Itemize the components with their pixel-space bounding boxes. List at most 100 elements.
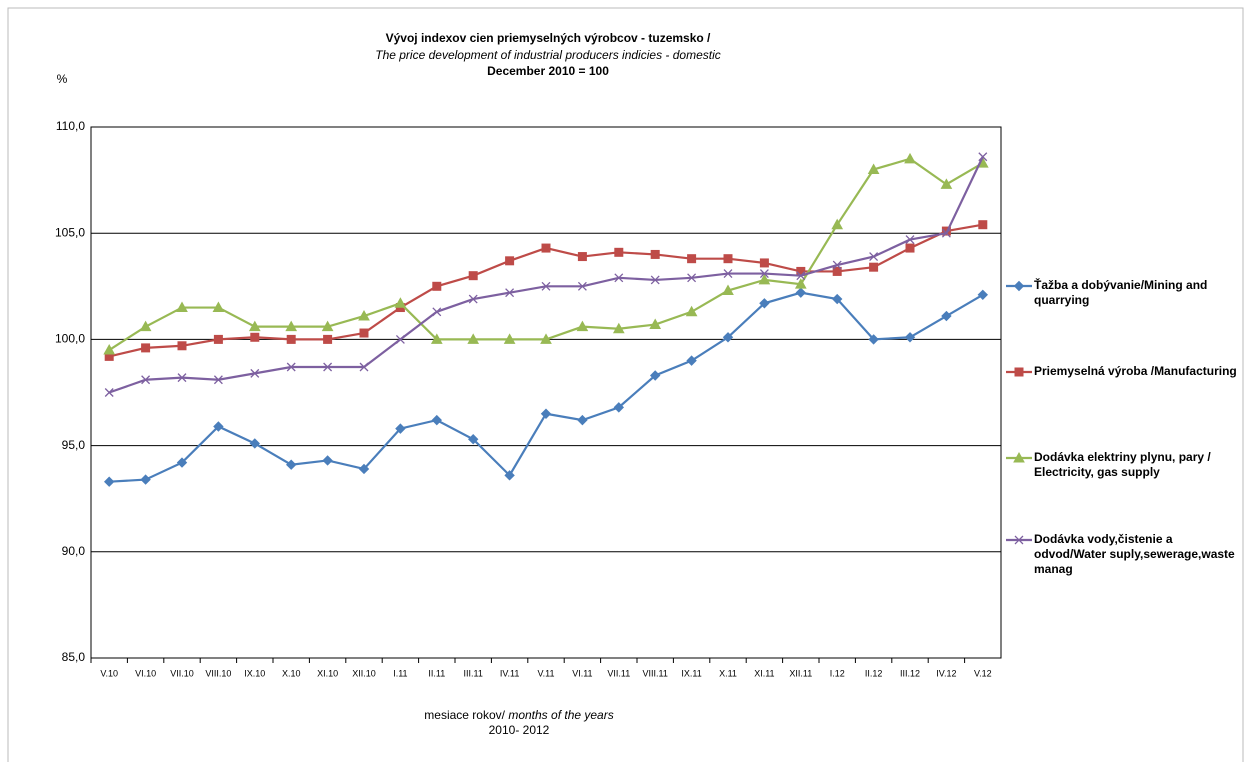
marker — [286, 334, 296, 344]
legend-item — [1006, 367, 1032, 377]
marker — [541, 281, 551, 291]
marker — [869, 262, 879, 272]
marker — [285, 320, 298, 332]
plot-border — [90, 126, 1002, 659]
marker — [177, 373, 187, 383]
marker — [432, 307, 442, 317]
marker — [722, 284, 734, 296]
marker — [650, 249, 660, 259]
marker — [577, 252, 587, 262]
marker — [540, 408, 552, 419]
marker — [941, 228, 951, 238]
marker — [614, 247, 624, 257]
marker — [867, 163, 880, 174]
series-line — [109, 291, 984, 483]
x-tick-label: IV.12 — [936, 668, 956, 678]
marker — [213, 334, 223, 344]
marker — [139, 320, 152, 332]
marker — [577, 414, 588, 426]
marker — [685, 305, 698, 317]
x-tick-label: XI.10 — [317, 668, 338, 678]
marker — [794, 278, 807, 289]
marker — [577, 281, 587, 291]
marker — [1013, 280, 1025, 292]
marker — [831, 293, 843, 305]
x-tick-label: XII.10 — [352, 668, 376, 678]
marker — [613, 402, 625, 413]
marker — [468, 271, 478, 281]
marker — [250, 332, 260, 342]
series — [103, 152, 989, 355]
chart-title: Vývoj indexov cien priemyselných výrobco… — [386, 31, 711, 45]
x-tick-label: VII.10 — [170, 668, 194, 678]
marker — [905, 235, 915, 245]
x-tick-label: II.12 — [865, 668, 883, 678]
marker — [722, 332, 734, 343]
y-tick-label: 90,0 — [62, 544, 86, 558]
series-line — [108, 157, 984, 351]
marker — [1013, 451, 1025, 463]
marker — [504, 470, 515, 481]
x-axis-label: mesiace rokov/ months of the years — [424, 708, 613, 722]
marker — [868, 334, 879, 345]
marker — [649, 318, 662, 330]
marker — [796, 271, 806, 281]
marker — [650, 275, 660, 285]
marker — [503, 333, 516, 344]
marker — [432, 281, 442, 291]
marker — [687, 273, 697, 283]
marker — [358, 310, 370, 321]
marker — [213, 375, 223, 385]
x-tick-label: IX.10 — [244, 668, 265, 678]
marker — [505, 256, 515, 266]
marker — [213, 421, 224, 432]
marker — [322, 455, 333, 466]
marker — [103, 343, 116, 355]
legend-item — [1006, 535, 1032, 545]
legend-label: Ťažba a dobývanie/Mining and quarrying — [1034, 278, 1208, 307]
x-tick-label: V.11 — [537, 668, 554, 678]
x-tick-label: XI.11 — [754, 668, 774, 678]
marker — [394, 297, 407, 308]
marker — [103, 476, 115, 487]
marker — [940, 178, 953, 189]
x-tick-label: X.11 — [719, 668, 737, 678]
marker — [978, 220, 988, 230]
y-tick-label: 110,0 — [56, 119, 85, 133]
marker — [104, 388, 114, 397]
x-tick-label: IV.11 — [500, 668, 520, 678]
series-line — [108, 156, 984, 394]
marker — [1014, 367, 1024, 377]
marker — [286, 362, 296, 372]
marker — [687, 254, 697, 264]
marker — [614, 273, 624, 283]
marker — [576, 320, 589, 332]
legend-item — [1006, 280, 1032, 292]
marker — [430, 333, 443, 344]
chart-subtitle: December 2010 = 100 — [487, 64, 609, 78]
marker — [831, 218, 844, 230]
marker — [649, 370, 661, 381]
marker — [431, 414, 443, 426]
x-tick-label: IX.11 — [681, 668, 701, 678]
marker — [869, 252, 879, 262]
marker — [686, 355, 697, 366]
marker — [904, 152, 916, 164]
marker — [141, 343, 151, 353]
y-axis-label: % — [57, 72, 68, 86]
x-tick-label: VIII.11 — [643, 668, 668, 678]
x-tick-label: III.12 — [900, 668, 920, 678]
marker — [248, 320, 261, 332]
marker — [832, 260, 842, 270]
marker — [323, 362, 333, 372]
marker — [978, 152, 988, 162]
marker — [505, 288, 515, 298]
x-tick-label: XII.11 — [789, 668, 812, 678]
marker — [359, 362, 369, 372]
marker — [941, 310, 952, 322]
marker — [323, 334, 333, 344]
marker — [612, 322, 625, 334]
marker — [905, 243, 915, 253]
